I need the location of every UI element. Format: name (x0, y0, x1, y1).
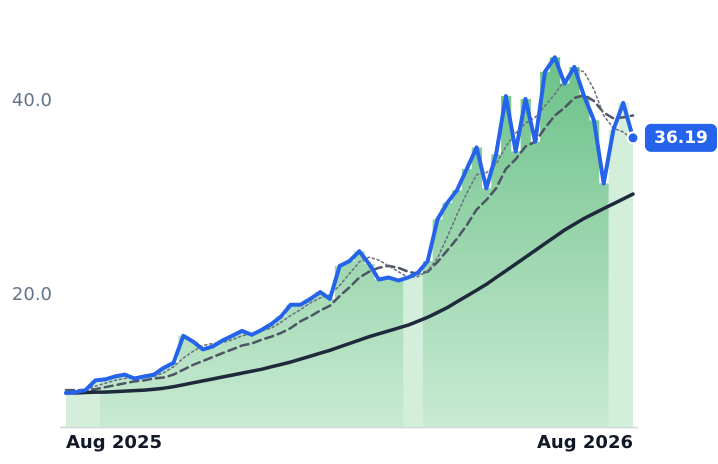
bar (383, 277, 394, 427)
bar (364, 263, 375, 427)
bar (237, 330, 248, 427)
y-tick-label: 40.0 (12, 90, 52, 111)
bar (207, 346, 219, 427)
bar (305, 298, 316, 427)
bar (501, 96, 512, 427)
bar (373, 279, 385, 427)
bar (197, 349, 209, 427)
bar (393, 280, 404, 427)
bar (100, 379, 111, 427)
bar (452, 190, 463, 427)
bar (510, 151, 522, 427)
bar (608, 130, 619, 428)
price-label: 36.19 (654, 128, 708, 148)
bar (66, 393, 71, 427)
bar (149, 374, 160, 427)
bar (178, 335, 189, 427)
x-tick-label: Aug 2026 (537, 432, 633, 453)
bar (70, 392, 82, 427)
bar (285, 304, 297, 427)
line (64, 192, 635, 395)
bar (403, 277, 414, 427)
bar (266, 324, 277, 427)
bar (227, 335, 238, 427)
bar (109, 376, 121, 427)
bar (589, 120, 600, 427)
bar (295, 304, 307, 427)
bar (442, 202, 453, 427)
y-tick-label: 20.0 (12, 284, 52, 305)
x-tick-label: Aug 2025 (66, 432, 162, 453)
bar (530, 141, 541, 427)
bar (422, 261, 434, 427)
bar (471, 147, 482, 427)
bar (540, 71, 551, 428)
bar (520, 98, 531, 428)
bar (598, 183, 610, 427)
bar (119, 374, 131, 427)
line (64, 55, 635, 395)
bar (217, 340, 228, 427)
bar (325, 298, 336, 427)
bar (90, 380, 101, 427)
bar (579, 96, 590, 427)
bar (559, 83, 570, 427)
bar (129, 378, 140, 427)
bar (413, 272, 424, 427)
price-pill (645, 123, 717, 152)
bar (315, 292, 326, 427)
line (64, 93, 635, 392)
bar (139, 376, 150, 427)
bar (80, 390, 91, 427)
bar (168, 362, 179, 427)
bar (618, 102, 629, 428)
bar (432, 219, 443, 427)
bar (628, 137, 633, 427)
bar (549, 57, 561, 428)
bar (569, 66, 580, 427)
last-point (626, 131, 640, 145)
bar (276, 316, 287, 427)
bar (461, 168, 473, 428)
bar (481, 188, 492, 427)
bar (256, 329, 267, 427)
bar (158, 367, 170, 427)
bar (491, 154, 502, 427)
bar (246, 334, 258, 427)
